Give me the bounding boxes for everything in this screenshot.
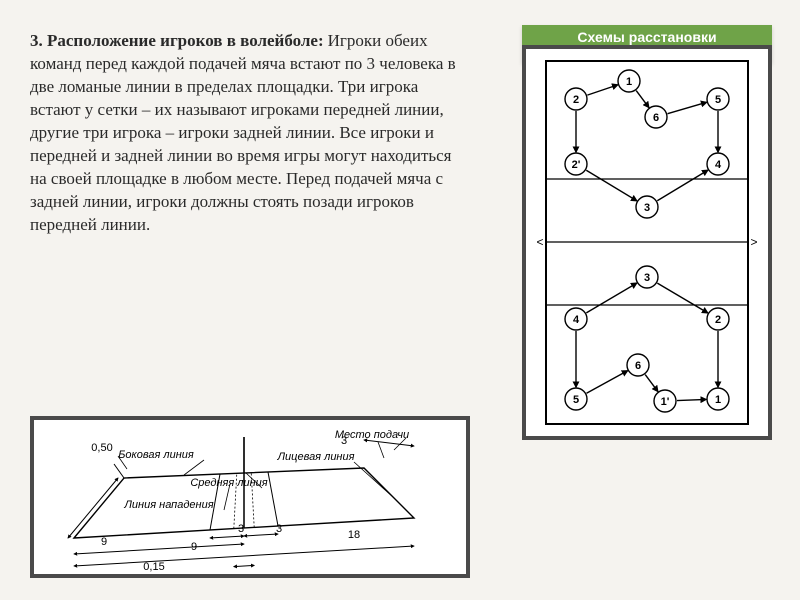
svg-text:Боковая линия: Боковая линия [118, 449, 194, 461]
svg-text:9: 9 [101, 536, 107, 548]
svg-text:Линия нападения: Линия нападения [123, 499, 213, 511]
svg-text:1: 1 [626, 76, 632, 88]
svg-text:<: < [536, 235, 543, 249]
svg-text:>: > [750, 235, 757, 249]
svg-text:3: 3 [341, 435, 347, 447]
court-dimensions-diagram: Место подачиБоковая линияЛицевая линияСр… [30, 416, 470, 578]
svg-text:4: 4 [715, 159, 722, 171]
svg-text:5: 5 [573, 394, 579, 406]
svg-text:2: 2 [715, 314, 721, 326]
svg-text:6: 6 [635, 360, 641, 372]
text-body: Игроки обеих команд перед каждой подачей… [30, 31, 456, 234]
svg-text:6: 6 [653, 112, 659, 124]
svg-text:5: 5 [715, 94, 721, 106]
rotation-diagram: < >2 1 6 5 2' 4 3 3 4 2 6 5 1 1' [522, 45, 772, 440]
svg-text:1': 1' [661, 396, 670, 408]
svg-text:Средняя линия: Средняя линия [190, 477, 267, 489]
svg-text:3: 3 [238, 523, 244, 535]
svg-text:4: 4 [573, 314, 580, 326]
svg-text:0,15: 0,15 [143, 561, 164, 573]
svg-text:0,50: 0,50 [91, 442, 112, 454]
svg-text:9: 9 [191, 541, 197, 553]
svg-text:1: 1 [715, 394, 721, 406]
diagram-header-title: Схемы расстановки [577, 29, 716, 45]
svg-text:3: 3 [276, 523, 282, 535]
svg-text:2: 2 [573, 94, 579, 106]
svg-text:18: 18 [348, 529, 360, 541]
svg-text:2': 2' [572, 159, 581, 171]
svg-text:3: 3 [644, 202, 650, 214]
svg-text:Лицевая линия: Лицевая линия [277, 451, 355, 463]
text-block: 3. Расположение игроков в волейболе: Игр… [30, 30, 470, 236]
svg-text:3: 3 [644, 272, 650, 284]
text-title: 3. Расположение игроков в волейболе: [30, 31, 324, 50]
